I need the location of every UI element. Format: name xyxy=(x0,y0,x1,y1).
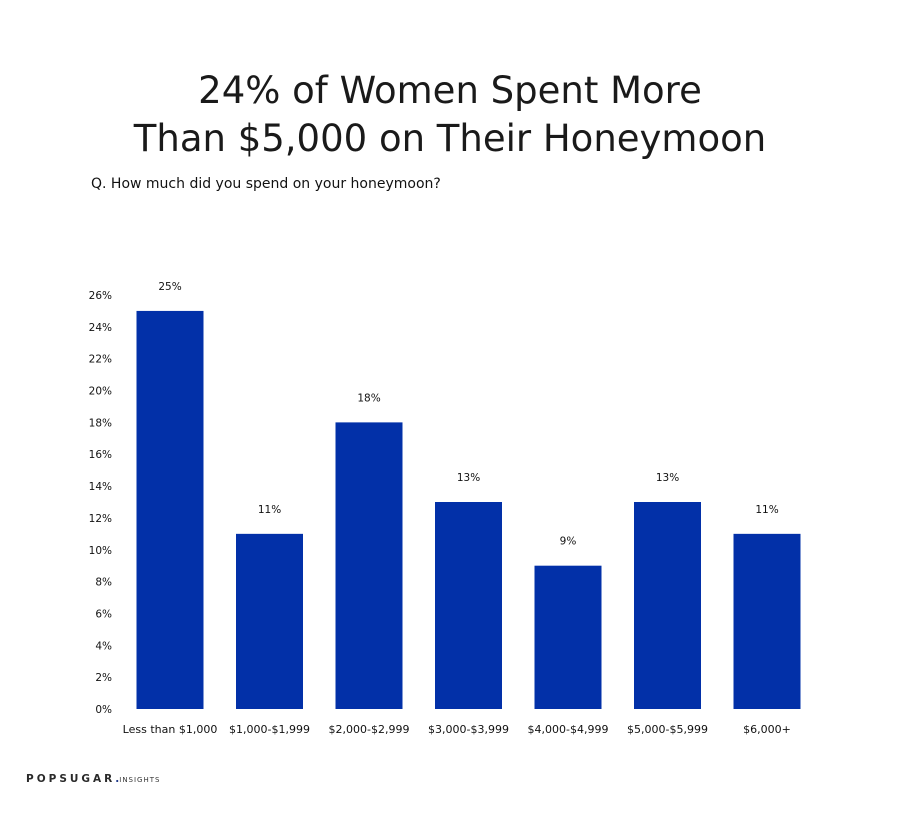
x-tick-label: $4,000-$4,999 xyxy=(528,723,609,736)
chart-title-line-1: 24% of Women Spent More xyxy=(198,69,702,112)
x-tick-label: $3,000-$3,999 xyxy=(428,723,509,736)
y-tick-label: 24% xyxy=(89,322,112,334)
y-tick-label: 10% xyxy=(89,545,112,557)
bar xyxy=(236,533,303,709)
y-tick-label: 20% xyxy=(89,386,112,398)
y-tick-label: 22% xyxy=(89,354,112,366)
y-tick-label: 2% xyxy=(95,672,112,684)
data-label: 9% xyxy=(560,536,577,548)
brand-suffix: INSIGHTS xyxy=(119,776,161,784)
y-tick-label: 18% xyxy=(89,417,112,429)
data-label: 11% xyxy=(755,504,778,516)
bar xyxy=(335,422,403,709)
data-label: 11% xyxy=(258,504,281,516)
chart-title-line-2: Than $5,000 on Their Honeymoon xyxy=(133,117,767,160)
x-tick-label: $1,000-$1,999 xyxy=(229,723,310,736)
brand-logo: POPSUGAR.INSIGHTS xyxy=(26,773,160,785)
bar xyxy=(733,533,801,709)
x-tick-label: $5,000-$5,999 xyxy=(627,723,708,736)
data-label: 13% xyxy=(457,472,480,484)
x-tick-label: $6,000+ xyxy=(743,723,791,736)
survey-question: Q. How much did you spend on your honeym… xyxy=(91,176,441,192)
data-label: 13% xyxy=(656,472,679,484)
y-tick-label: 14% xyxy=(89,481,112,493)
bar xyxy=(634,502,701,709)
x-tick-label: Less than $1,000 xyxy=(123,723,218,736)
y-tick-label: 12% xyxy=(89,513,112,525)
y-tick-label: 26% xyxy=(89,290,112,302)
brand-name: POPSUGAR xyxy=(26,773,116,785)
y-tick-label: 16% xyxy=(89,449,112,461)
x-tick-label: $2,000-$2,999 xyxy=(329,723,410,736)
y-tick-label: 4% xyxy=(95,640,112,652)
data-label: 18% xyxy=(357,392,380,404)
bar xyxy=(534,565,602,709)
y-tick-label: 8% xyxy=(95,577,112,589)
y-tick-label: 6% xyxy=(95,608,112,620)
brand-dot: . xyxy=(115,773,120,785)
y-tick-label: 0% xyxy=(95,704,112,716)
bar xyxy=(136,310,204,709)
bar xyxy=(435,502,502,709)
data-label: 25% xyxy=(158,281,181,293)
